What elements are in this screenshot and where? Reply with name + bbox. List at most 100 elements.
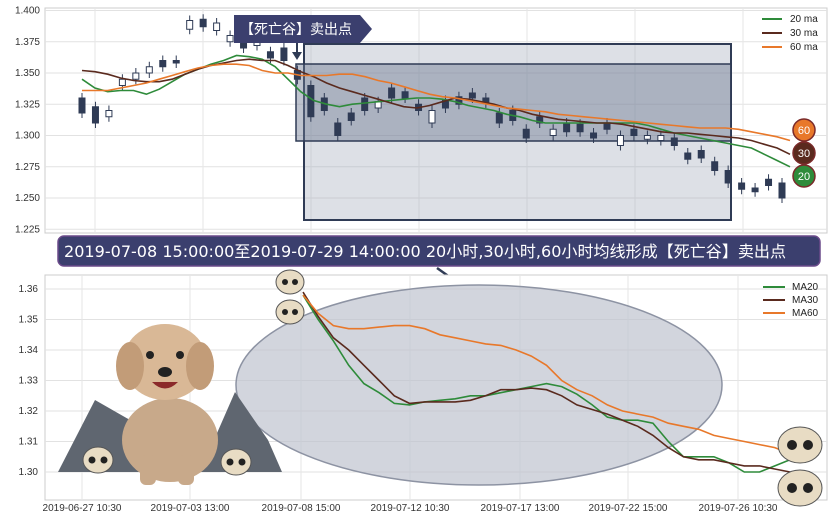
candle [778,182,786,199]
badge-label: 30 [798,148,810,160]
candle [590,132,598,139]
candle [522,128,530,139]
legend-label: 60 ma [790,42,818,53]
y-tick-label: 1.36 [19,284,39,295]
focus-ellipse [235,284,723,486]
badge-ma60 [792,118,816,142]
banner-box [57,235,821,267]
y-tick-label: 1.35 [19,315,39,326]
rock-left-icon [58,400,145,472]
bottom-ma-lines [302,291,791,473]
series-line-ma60 [82,63,791,142]
bottom-y-axis: 1.36 1.35 1.34 1.33 1.32 1.31 1.30 [19,284,39,478]
candle [266,51,274,59]
candle [428,110,436,124]
candle [401,91,409,99]
banner-text: 2019-07-08 15:00:00至2019-07-29 14:00:00 … [64,242,786,261]
legend-label: MA30 [792,295,819,306]
candle [105,110,113,118]
y-tick-label: 1.225 [15,224,40,235]
y-tick-label: 1.33 [19,376,39,387]
candle [765,178,773,186]
y-tick-label: 1.275 [15,162,40,173]
top-ma-lines [81,54,791,168]
candle [670,137,678,146]
ma-badges: 60 30 20 [792,118,816,188]
skull-icon [777,426,823,507]
x-tick-label: 2019-07-08 15:00 [262,503,341,514]
candle [603,122,611,130]
candle [536,116,544,124]
candle [495,112,503,124]
legend-label: MA20 [792,282,819,293]
top-chart: 1.400 1.375 1.350 1.325 1.300 1.275 1.250 1.225… [15,6,828,236]
banner: 2019-07-08 15:00:00至2019-07-29 14:00:00 … [57,235,821,294]
y-tick-label: 1.375 [15,37,40,48]
x-tick-label: 2019-07-17 13:00 [481,503,560,514]
candle [697,150,705,159]
candle [643,135,651,140]
candle [751,187,759,193]
bottom-chart: 1.36 1.35 1.34 1.33 1.32 1.31 1.30 2019-06-27 … [19,269,828,514]
series-line-ma30 [81,58,791,156]
badge-ma30 [792,141,816,165]
skull-icon [82,446,114,474]
top-legend: 20 ma 30 ma 60 ma [762,14,818,53]
badge-label: 20 [798,171,810,183]
top-gridlines [45,8,827,233]
series-line-ma60 [302,294,791,455]
candle [549,128,557,136]
candle [468,92,476,99]
top-plot-border [44,7,828,234]
candle [213,22,221,31]
badge-ma20 [792,164,816,188]
y-tick-label: 1.32 [19,406,39,417]
candle [118,78,126,86]
dog-illustration [58,324,282,485]
candle [334,122,342,136]
rock-right-icon [200,392,282,472]
candle [563,122,571,133]
candle [711,161,719,171]
y-tick-label: 1.250 [15,193,40,204]
x-tick-label: 2019-06-27 10:30 [43,503,122,514]
candle [388,87,396,99]
candle [186,20,194,30]
candle [145,66,153,74]
legend-label: 20 ma [790,14,818,25]
skull-icon [275,269,305,325]
series-line-ma30 [302,291,791,473]
candle [78,97,86,114]
candle [455,96,463,105]
bottom-x-axis: 2019-06-27 10:30 2019-07-03 13:00 2019-07-… [43,503,778,514]
y-tick-label: 1.350 [15,68,40,79]
candle [347,112,355,121]
candle [199,18,207,28]
candle [576,123,584,133]
skull-icon [220,448,252,476]
candle [616,135,624,146]
candle [361,97,369,111]
candle [91,106,99,124]
series-line-ma20 [302,294,791,473]
legend-label: MA60 [792,308,819,319]
y-tick-label: 1.325 [15,99,40,110]
candle [724,170,732,184]
bottom-legend: MA20 MA30 MA60 [763,282,819,319]
y-tick-label: 1.34 [19,345,39,356]
flag-label: 【死亡谷】卖出点 [240,22,352,38]
x-tick-label: 2019-07-12 10:30 [371,503,450,514]
top-y-axis: 1.400 1.375 1.350 1.325 1.300 1.275 1.250 1.225 [15,6,40,236]
y-tick-label: 1.400 [15,6,40,17]
y-tick-label: 1.31 [19,437,39,448]
y-tick-label: 1.30 [19,467,39,478]
x-tick-label: 2019-07-03 13:00 [151,503,230,514]
badge-label: 60 [798,125,810,137]
candle [159,60,167,68]
y-tick-label: 1.300 [15,131,40,142]
candle [172,60,180,64]
candle [738,182,746,190]
candle [132,72,140,80]
death-valley-flag: 【死亡谷】卖出点 [234,15,372,60]
